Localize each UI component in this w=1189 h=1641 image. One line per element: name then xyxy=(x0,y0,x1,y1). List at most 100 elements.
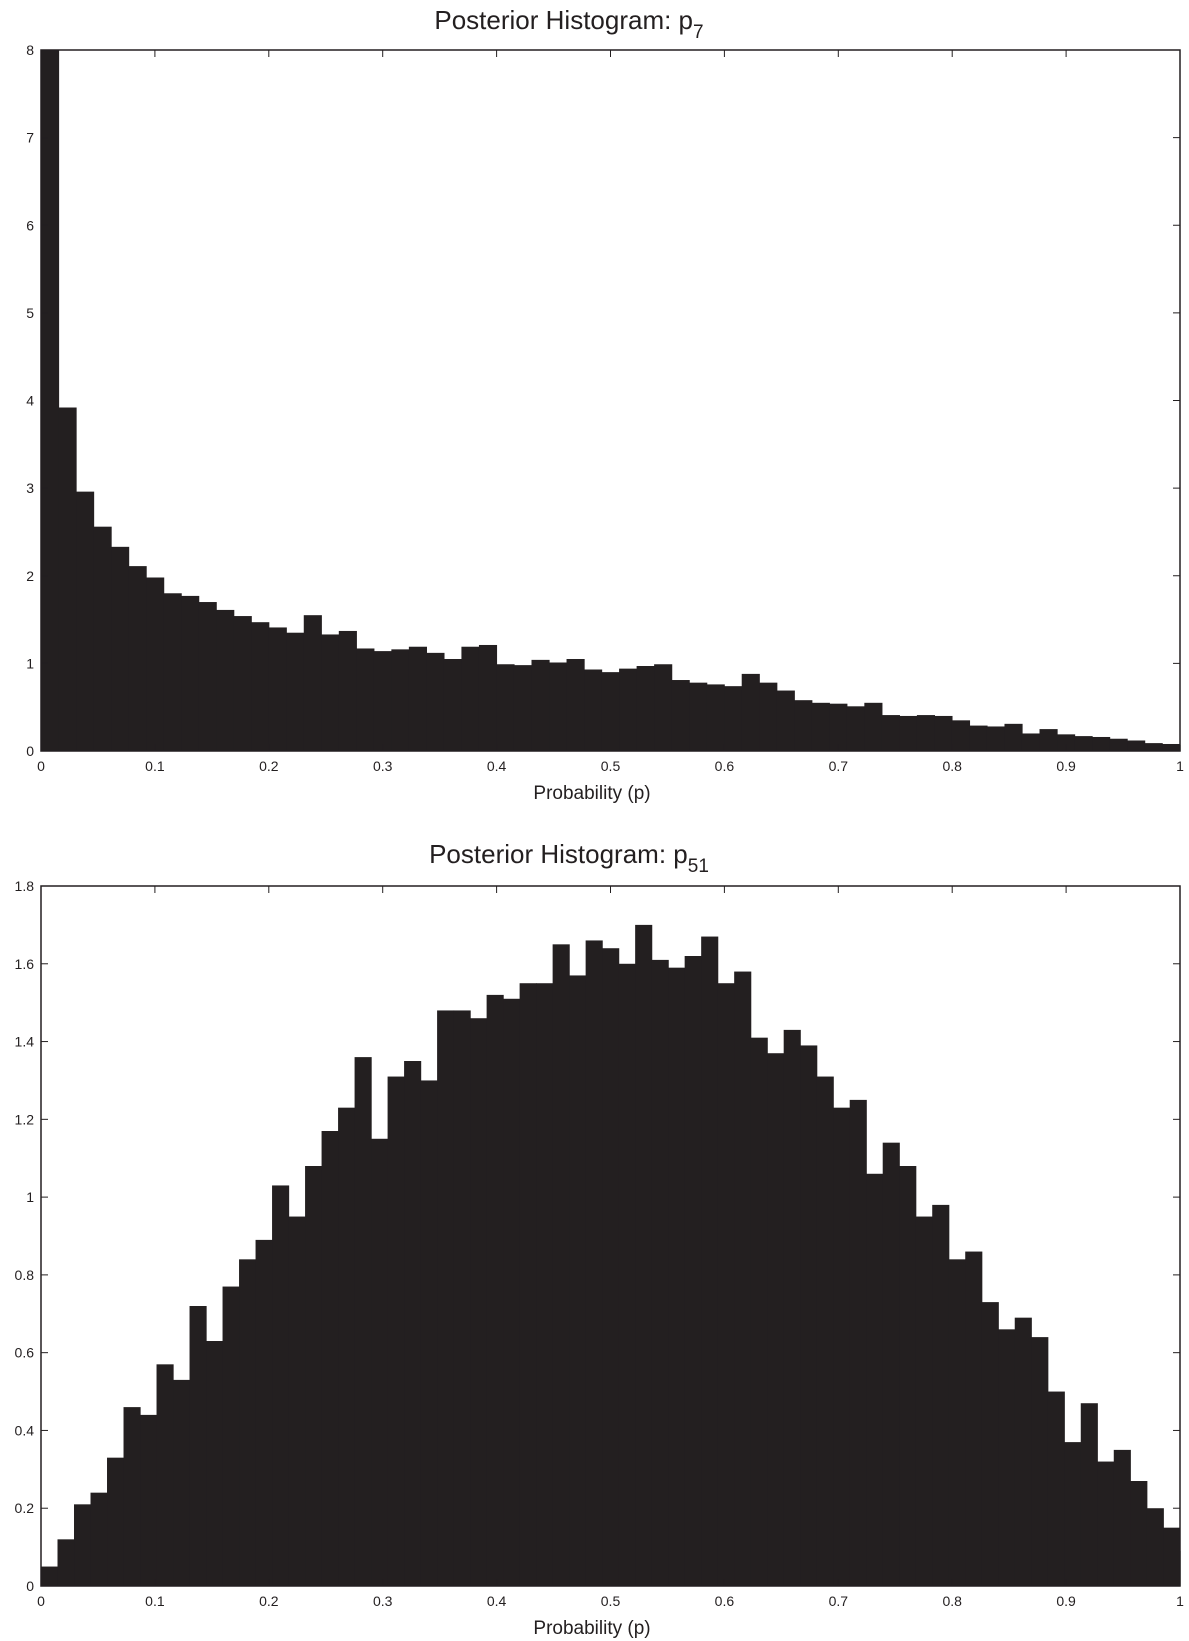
x-tick-label: 0.1 xyxy=(145,1593,165,1609)
histogram-bar xyxy=(453,1010,471,1586)
histogram-bar xyxy=(1097,1461,1115,1586)
histogram-bar xyxy=(58,407,77,751)
histogram-bar xyxy=(74,1504,92,1586)
histogram-bar xyxy=(426,652,445,751)
histogram-bar xyxy=(321,1131,339,1586)
histogram-bar xyxy=(255,1239,273,1586)
histogram-bar xyxy=(288,1216,306,1586)
x-tick-label: 0.3 xyxy=(373,1593,393,1609)
histogram-bar xyxy=(354,1057,372,1586)
histogram-bar xyxy=(986,726,1006,751)
histogram-bar xyxy=(1014,1317,1032,1586)
histogram-bar xyxy=(1109,738,1128,751)
histogram-bar xyxy=(420,1080,438,1586)
x-axis-label: Probability (p) xyxy=(533,1618,650,1639)
histogram-bar xyxy=(1004,723,1023,751)
histogram-bar xyxy=(437,1010,455,1586)
histogram-bar xyxy=(701,936,719,1586)
histogram-bar xyxy=(916,715,936,751)
chart-title: Posterior Histogram: p51 xyxy=(429,839,709,877)
histogram-bar xyxy=(391,649,410,751)
y-tick-label: 0 xyxy=(26,743,34,759)
x-tick-label: 0.4 xyxy=(487,758,507,774)
histogram-bar xyxy=(651,959,669,1586)
histogram-bar xyxy=(478,644,498,751)
histogram-bar xyxy=(882,1142,900,1586)
histogram-bar xyxy=(915,1216,933,1586)
histogram-bar xyxy=(57,1539,75,1586)
x-tick-label: 0.7 xyxy=(829,1593,849,1609)
histogram-bar xyxy=(566,658,585,751)
histogram-bar xyxy=(146,577,165,751)
histogram-bar xyxy=(689,682,708,751)
x-tick-label: 0.3 xyxy=(373,758,393,774)
histogram-bar xyxy=(387,1076,405,1586)
histogram-bar xyxy=(569,975,587,1586)
y-tick-label: 6 xyxy=(26,217,34,233)
histogram-bar xyxy=(951,720,971,751)
histogram-bar xyxy=(1074,736,1093,751)
histogram-bar xyxy=(585,940,603,1586)
histogram-bar xyxy=(846,706,865,751)
histogram-bar xyxy=(654,664,673,751)
histogram-bar xyxy=(233,616,252,751)
histogram-bar xyxy=(531,659,550,751)
histogram-bar xyxy=(635,924,653,1586)
x-tick-label: 0.6 xyxy=(715,758,735,774)
histogram-bar xyxy=(123,1407,141,1586)
histogram-bar xyxy=(41,1566,59,1586)
histogram-bar xyxy=(783,1029,801,1586)
histogram-bar xyxy=(1144,743,1163,751)
histogram-bar xyxy=(948,1259,966,1586)
histogram-bar xyxy=(303,615,322,751)
histogram-bar xyxy=(107,1457,125,1586)
histogram-bar xyxy=(251,622,270,751)
histogram-bar xyxy=(750,1037,768,1586)
histogram-bar xyxy=(1031,1337,1049,1586)
histogram-bar xyxy=(1092,736,1111,751)
histogram-bar xyxy=(268,627,287,751)
x-tick-label: 1 xyxy=(1176,758,1184,774)
histogram-bar xyxy=(794,700,813,751)
histogram-bar xyxy=(684,956,702,1586)
x-tick-label: 0.2 xyxy=(259,758,279,774)
histogram-bar xyxy=(305,1166,323,1586)
x-tick-label: 0.4 xyxy=(487,1593,507,1609)
histogram-bar xyxy=(198,602,217,751)
histogram-bar xyxy=(981,1302,999,1586)
histogram-bar xyxy=(90,1492,108,1586)
histogram-bar xyxy=(899,1166,917,1586)
histogram-bar xyxy=(321,634,340,751)
axis-ticks: 0 0.1 0.2 0.3 0.4 0.5 0.6 0.7 0.8 0.9 1 0 0.2 0.4 0.6 0… xyxy=(15,878,1185,1609)
histogram-bar xyxy=(181,595,200,751)
x-tick-label: 0.2 xyxy=(259,1593,279,1609)
histogram-bar xyxy=(519,983,537,1586)
histogram-bar xyxy=(503,998,521,1586)
histogram-bar xyxy=(636,666,655,751)
histogram-bar xyxy=(272,1185,290,1586)
histogram-bar xyxy=(969,725,988,751)
histogram-bar xyxy=(724,686,743,751)
y-tick-label: 4 xyxy=(26,393,34,409)
histogram-bar xyxy=(619,668,638,751)
x-tick-label: 0.5 xyxy=(601,1593,621,1609)
histogram-bar xyxy=(156,1364,174,1586)
histogram-bar xyxy=(216,609,235,751)
x-tick-label: 0.6 xyxy=(715,1593,735,1609)
histogram-bar xyxy=(833,1107,851,1586)
x-tick-label: 0 xyxy=(37,758,45,774)
histogram-bar xyxy=(1064,1442,1082,1586)
bars xyxy=(41,924,1181,1586)
histogram-bar xyxy=(338,630,357,751)
histogram-bar xyxy=(513,665,533,751)
bars xyxy=(41,50,1181,751)
histogram-p7: Posterior Histogram: p7 0 0.1 0.2 0.3 0.4 0.5… xyxy=(26,5,1184,804)
histogram-bar xyxy=(470,1018,488,1586)
y-tick-label: 7 xyxy=(26,130,34,146)
histogram-bar xyxy=(932,1204,950,1586)
histogram-bar xyxy=(1057,734,1076,751)
histogram-bar xyxy=(734,971,752,1586)
histogram-bar xyxy=(741,673,760,751)
histogram-bar xyxy=(849,1099,867,1586)
